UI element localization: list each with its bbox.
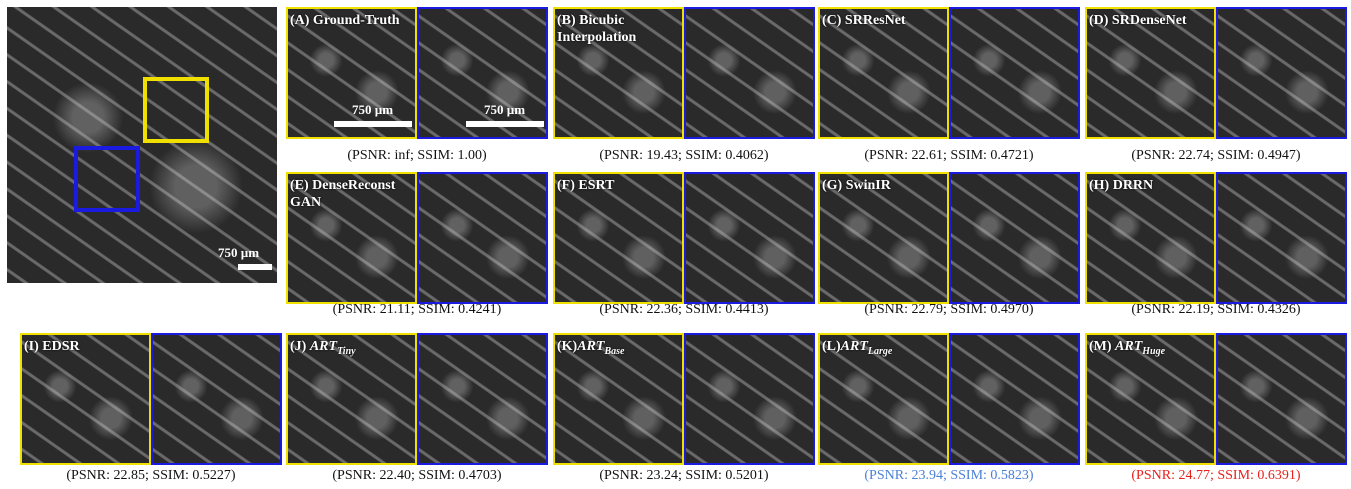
panel-caption: (PSNR: inf; SSIM: 1.00) bbox=[347, 148, 487, 163]
yellow-roi bbox=[143, 77, 209, 143]
label-prefix: (H) DRRN bbox=[1089, 178, 1154, 193]
panel-label: (D) SRDenseNet bbox=[1089, 12, 1209, 29]
gt-blue-crop bbox=[417, 7, 548, 139]
label-prefix: (L) bbox=[822, 339, 841, 354]
panel-label: (K)ARTBase bbox=[557, 338, 677, 360]
gt-blue-crop bbox=[1216, 333, 1347, 465]
panel-caption: (PSNR: 24.77; SSIM: 0.6391) bbox=[1131, 468, 1301, 483]
panel-caption: (PSNR: 22.40; SSIM: 0.4703) bbox=[332, 468, 502, 483]
label-method: ART bbox=[1115, 339, 1143, 354]
panel-label: (G) SwinIR bbox=[822, 177, 942, 194]
crop-scale-label: 750 µm bbox=[352, 102, 394, 117]
gt-blue-crop bbox=[1216, 7, 1347, 139]
gt-yellow-crop bbox=[286, 7, 417, 139]
crop-scale-bar bbox=[466, 121, 544, 127]
panel-label: (C) SRResNet bbox=[822, 12, 942, 29]
gt-yellow-crop bbox=[286, 333, 417, 465]
gt-yellow-crop bbox=[20, 333, 151, 465]
label-prefix: (F) ESRT bbox=[557, 178, 615, 193]
label-method: ART bbox=[577, 339, 605, 354]
gt-blue-crop bbox=[684, 7, 815, 139]
label-method: ART bbox=[840, 339, 868, 354]
panel-label: (M) ARTHuge bbox=[1089, 338, 1209, 360]
overview-scale-label: 750 µm bbox=[218, 245, 260, 260]
gt-yellow-crop bbox=[1085, 7, 1216, 139]
panel-label: (H) DRRN bbox=[1089, 177, 1209, 194]
panel-caption: (PSNR: 22.85; SSIM: 0.5227) bbox=[66, 468, 236, 483]
label-prefix: (E) DenseReconst GAN bbox=[290, 178, 396, 210]
panel-label: (A) Ground-Truth bbox=[290, 12, 410, 29]
panel-label: (B) Bicubic Interpolation bbox=[557, 12, 677, 46]
panel-caption: (PSNR: 22.36; SSIM: 0.4413) bbox=[599, 302, 769, 317]
gt-yellow-crop bbox=[818, 333, 949, 465]
gt-blue-crop bbox=[684, 172, 815, 304]
gt-yellow-crop bbox=[553, 7, 684, 139]
label-prefix: (J) bbox=[290, 339, 310, 354]
panel-label: (I) EDSR bbox=[24, 338, 144, 355]
gt-blue-crop bbox=[949, 172, 1080, 304]
gt-blue-crop bbox=[684, 333, 815, 465]
crop-scale-bar bbox=[334, 121, 412, 127]
label-variant: Large bbox=[867, 345, 893, 357]
panel-label: (L)ARTLarge bbox=[822, 338, 942, 360]
panel-label: (E) DenseReconst GAN bbox=[290, 177, 410, 211]
gt-blue-crop bbox=[949, 333, 1080, 465]
crop-scale-label: 750 µm bbox=[484, 102, 526, 117]
overview-scale-bar bbox=[238, 264, 272, 270]
panel-caption: (PSNR: 22.74; SSIM: 0.4947) bbox=[1131, 148, 1301, 163]
gt-yellow-crop bbox=[818, 7, 949, 139]
panel-caption: (PSNR: 23.94; SSIM: 0.5823) bbox=[864, 468, 1034, 483]
gt-yellow-crop bbox=[553, 333, 684, 465]
label-prefix: (I) EDSR bbox=[24, 339, 80, 354]
label-variant: Base bbox=[604, 345, 625, 357]
gt-yellow-crop bbox=[1085, 172, 1216, 304]
blue-roi bbox=[74, 146, 140, 212]
panel-caption: (PSNR: 23.24; SSIM: 0.5201) bbox=[599, 468, 769, 483]
label-method: ART bbox=[309, 339, 338, 354]
gt-yellow-crop bbox=[818, 172, 949, 304]
panel-caption: (PSNR: 19.43; SSIM: 0.4062) bbox=[599, 148, 769, 163]
label-prefix: (G) SwinIR bbox=[822, 178, 891, 193]
gt-blue-crop bbox=[417, 333, 548, 465]
gt-yellow-crop bbox=[1085, 333, 1216, 465]
label-variant: Huge bbox=[1142, 345, 1166, 357]
overview-image bbox=[7, 7, 277, 283]
panel-label: (J) ARTTiny bbox=[290, 338, 410, 360]
label-variant: Tiny bbox=[337, 345, 356, 357]
gt-blue-crop bbox=[949, 7, 1080, 139]
panel-caption: (PSNR: 22.79; SSIM: 0.4970) bbox=[864, 302, 1034, 317]
label-prefix: (C) SRResNet bbox=[822, 13, 906, 28]
panel-label: (F) ESRT bbox=[557, 177, 677, 194]
panel-caption: (PSNR: 21.11; SSIM: 0.4241) bbox=[332, 302, 502, 317]
label-prefix: (A) Ground-Truth bbox=[290, 13, 400, 28]
label-prefix: (D) SRDenseNet bbox=[1089, 13, 1187, 28]
label-prefix: (B) Bicubic Interpolation bbox=[557, 13, 637, 45]
gt-blue-crop bbox=[151, 333, 282, 465]
gt-blue-crop bbox=[417, 172, 548, 304]
label-prefix: (M) bbox=[1089, 339, 1116, 354]
panel-caption: (PSNR: 22.61; SSIM: 0.4721) bbox=[864, 148, 1034, 163]
gt-yellow-crop bbox=[286, 172, 417, 304]
label-prefix: (K) bbox=[557, 339, 578, 354]
gt-blue-crop bbox=[1216, 172, 1347, 304]
gt-yellow-crop bbox=[553, 172, 684, 304]
panel-caption: (PSNR: 22.19; SSIM: 0.4326) bbox=[1131, 302, 1301, 317]
